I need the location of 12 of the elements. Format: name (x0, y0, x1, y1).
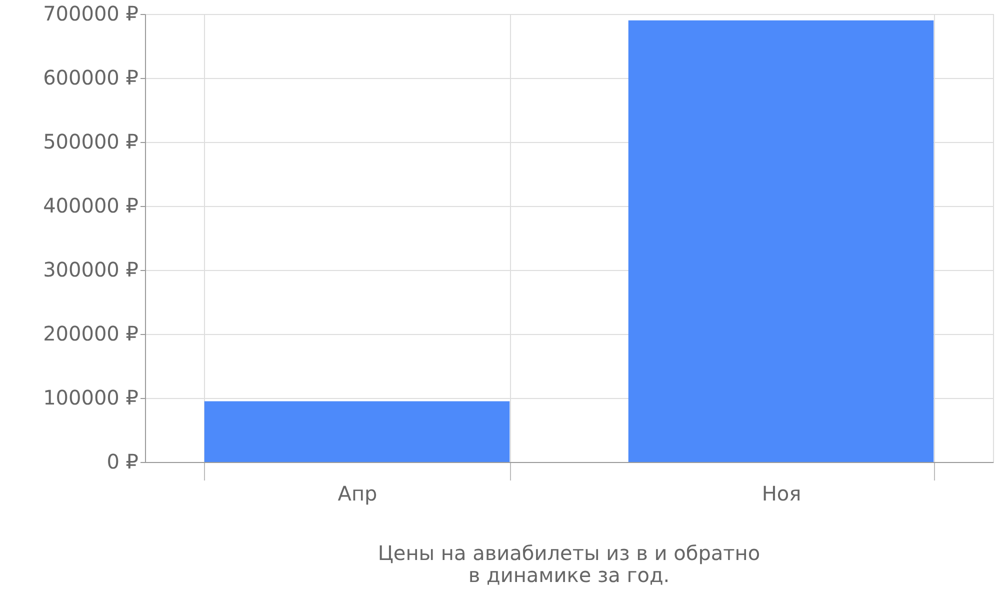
x-tick-label: Ноя (762, 482, 802, 506)
y-tick-label: 700000 ₽ (43, 2, 139, 26)
text: Цены на авиабилеты из в и обратно (378, 541, 760, 565)
y-tick-label: 100000 ₽ (43, 386, 139, 410)
y-tick-label: 0 ₽ (106, 450, 139, 474)
y-tick-label: 500000 ₽ (43, 130, 139, 154)
y-tick-label: 200000 ₽ (43, 322, 139, 346)
y-tick-label: 600000 ₽ (43, 66, 139, 90)
x-tick-label: Апр (338, 482, 378, 506)
y-tick-label: 300000 ₽ (43, 258, 139, 282)
y-tick-label: 400000 ₽ (43, 194, 139, 218)
text: в динамике за год. (468, 563, 670, 587)
